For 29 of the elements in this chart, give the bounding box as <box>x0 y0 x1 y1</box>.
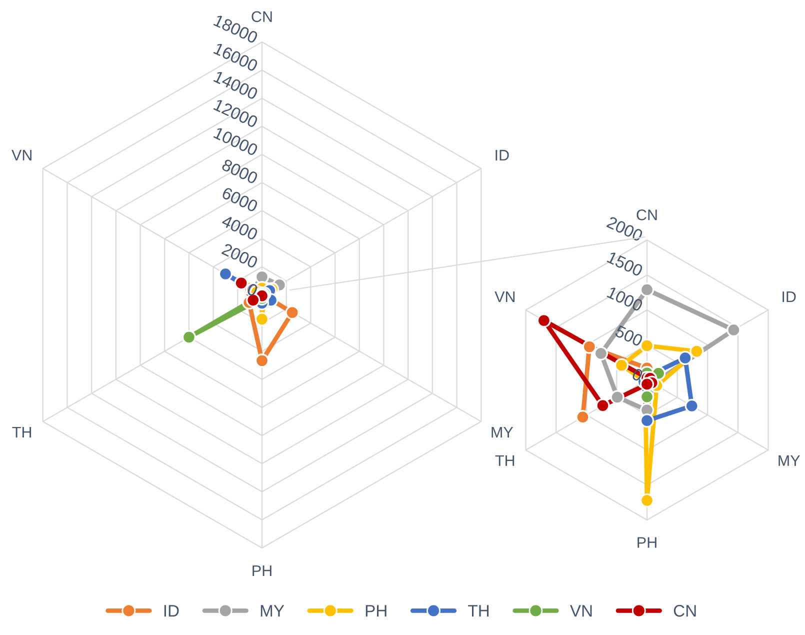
spoke-label: TH <box>12 426 32 438</box>
spoke-label: PH <box>638 537 656 548</box>
y-tick-label: 6000 <box>221 186 259 212</box>
y-tick-label: 1000 <box>606 286 644 312</box>
y-tick-label: 2000 <box>221 242 259 269</box>
spoke-label: VN <box>494 292 515 302</box>
y-tick-label: 16000 <box>213 42 259 72</box>
y-tick-label: 500 <box>614 324 644 347</box>
legend-label: CN <box>674 604 696 617</box>
legend-label: VN <box>570 605 592 617</box>
y-tick-label: 8000 <box>221 158 259 184</box>
spoke-label: ID <box>782 292 796 302</box>
spoke-label: VN <box>12 150 32 160</box>
y-tick-label: 10000 <box>213 126 259 156</box>
y-tick-label: 12000 <box>213 98 259 128</box>
spoke-label: MY <box>778 455 800 466</box>
legend-label: ID <box>164 605 179 617</box>
legend-label: MY <box>260 605 284 617</box>
spoke-label: MY <box>492 426 514 438</box>
y-tick-label: 0 <box>631 368 644 382</box>
spoke-label: ID <box>496 150 509 160</box>
y-tick-label: 0 <box>246 282 259 297</box>
spoke-label: PH <box>252 565 272 576</box>
legend-label: TH <box>468 605 489 617</box>
legend-label: PH <box>366 605 386 617</box>
y-tick-label: 14000 <box>213 70 259 100</box>
y-tick-label: 4000 <box>220 214 259 241</box>
spoke-label: TH <box>495 455 514 466</box>
y-tick-label: 1500 <box>606 251 644 277</box>
